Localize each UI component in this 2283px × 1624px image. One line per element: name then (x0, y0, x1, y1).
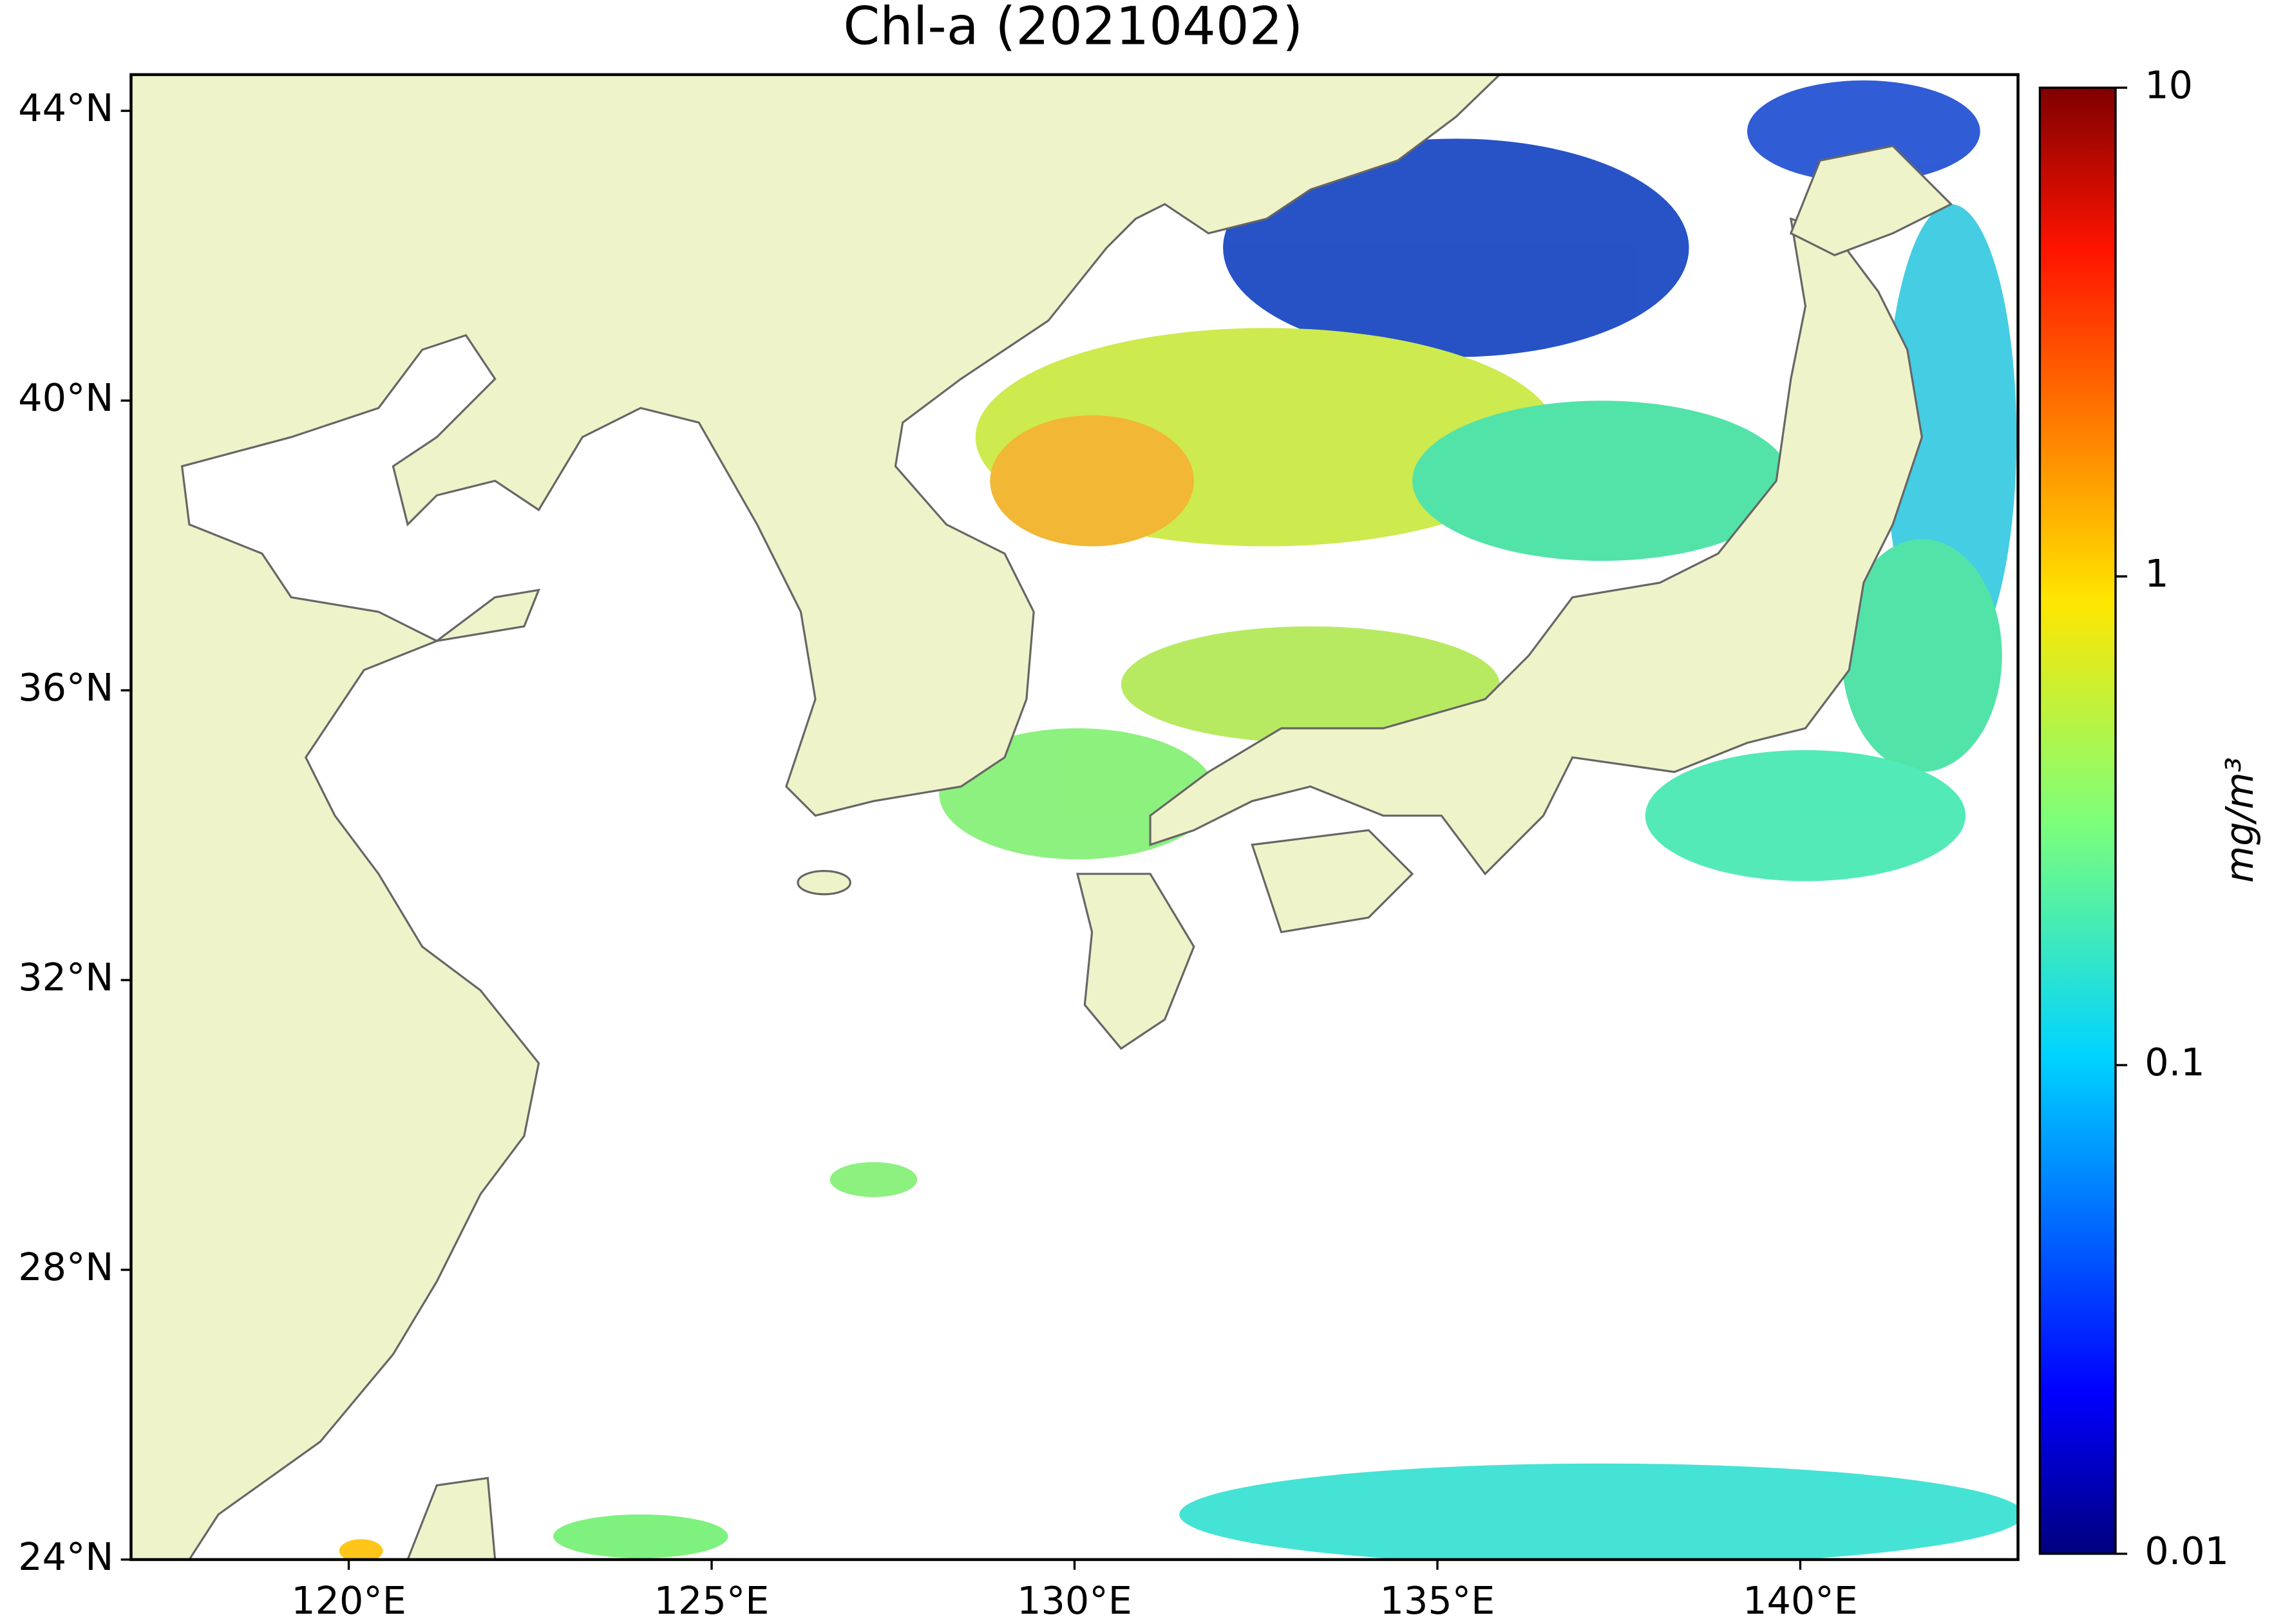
y-tick-label: 24°N (18, 1534, 113, 1579)
chl-field (339, 80, 2018, 1560)
colorbar-tick-label: 10 (2145, 62, 2193, 107)
honshu (1149, 217, 1923, 876)
x-tick-label: 120°E (291, 1578, 406, 1623)
colorbar-label: mg/m³ (2217, 757, 2262, 883)
colorbar-tick-label: 0.01 (2145, 1529, 2229, 1573)
mainland (131, 74, 1501, 1560)
y-tick-label: 44°N (18, 86, 113, 130)
colorbar (2038, 86, 2117, 1555)
map-area (131, 74, 2018, 1560)
x-tick-label: 130°E (1017, 1578, 1132, 1623)
title: Chl-a (20210402) (843, 0, 1303, 57)
x-tick-label: 125°E (654, 1578, 770, 1623)
x-tick-label: 140°E (1743, 1578, 1858, 1623)
y-tick-label: 36°N (18, 665, 113, 710)
x-tick-label: 135°E (1380, 1578, 1495, 1623)
hokkaido (1789, 144, 1953, 256)
y-tick-label: 28°N (18, 1245, 113, 1289)
kyushu (1075, 873, 1195, 1050)
jeju (797, 869, 851, 896)
shikoku (1251, 829, 1414, 934)
colorbar-tick-label: 0.1 (2145, 1040, 2204, 1084)
y-tick-label: 32°N (18, 955, 113, 999)
y-tick-label: 40°N (18, 375, 113, 420)
colorbar-tick-label: 1 (2145, 551, 2168, 596)
taiwan (406, 1477, 497, 1560)
